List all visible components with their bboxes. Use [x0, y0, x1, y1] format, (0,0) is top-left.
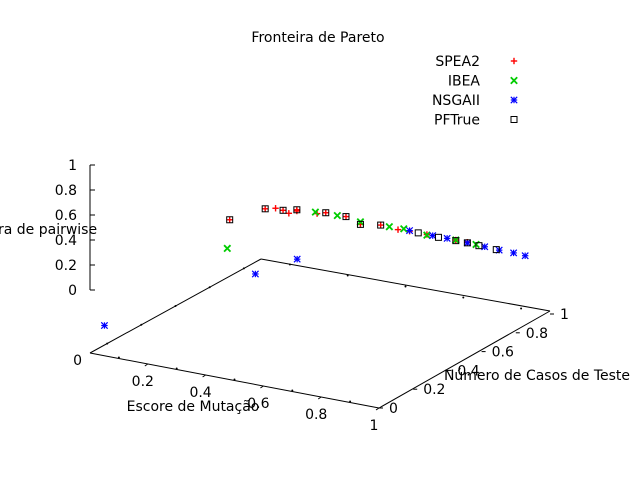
- data-points: [100, 205, 529, 330]
- legend-label: NSGAII: [432, 93, 480, 109]
- legend: SPEA2 IBEA NSGAII PFTrue: [432, 54, 518, 129]
- point-pftrue: [342, 213, 350, 221]
- x-axis-label: Escore de Mutação: [127, 399, 260, 415]
- legend-label: SPEA2: [435, 54, 480, 70]
- z-tick-label: 0.2: [55, 258, 77, 274]
- back-grid-dot: [520, 307, 523, 310]
- point-pftrue: [475, 242, 483, 250]
- front-grid-dot: [175, 367, 178, 370]
- point-nsgaii: [100, 321, 109, 330]
- point-spea2: [293, 207, 301, 215]
- point-nsgaii: [509, 249, 518, 257]
- point-pftrue: [356, 220, 364, 228]
- y-tick-label: 0.8: [526, 326, 548, 342]
- point-spea2: [342, 213, 350, 220]
- z-tick-label: 0: [68, 283, 77, 299]
- point-pftrue: [261, 205, 269, 213]
- point-nsgaii: [251, 270, 259, 278]
- point-ibea: [223, 244, 232, 253]
- origin-label: 0: [73, 353, 82, 369]
- point-spea2: [394, 226, 402, 233]
- front-grid-dot: [117, 356, 120, 359]
- legend-marker: [510, 96, 518, 104]
- back-grid-dot: [242, 267, 245, 270]
- point-pftrue: [492, 246, 500, 254]
- z-tick-label: 0.4: [55, 233, 77, 249]
- x-tick-label: 0.8: [305, 407, 327, 423]
- back-grid-dot: [174, 305, 177, 307]
- x-tick: [202, 374, 206, 378]
- legend-marker: [510, 76, 518, 85]
- point-spea2: [322, 209, 329, 216]
- legend-label: IBEA: [448, 74, 481, 90]
- x-tick: [144, 363, 149, 367]
- point-pftrue: [434, 233, 442, 241]
- x-tick-label: 0.6: [247, 396, 269, 412]
- z-tick-label: 0.8: [55, 183, 77, 199]
- back-grid-dot: [346, 274, 349, 277]
- legend-marker: [510, 57, 518, 65]
- front-grid-dot: [349, 400, 352, 403]
- point-pftrue: [414, 229, 422, 237]
- point-nsgaii: [481, 243, 489, 251]
- series-pftrue: [226, 205, 500, 254]
- point-pftrue: [226, 216, 234, 224]
- y-tick-label: 0.4: [457, 363, 479, 379]
- back-grid-dot: [288, 263, 291, 266]
- x-tick: [260, 385, 264, 389]
- point-pftrue: [452, 237, 460, 245]
- back-base-line-2: [260, 258, 551, 312]
- point-ibea: [333, 211, 342, 220]
- x-tick: [317, 396, 322, 400]
- point-pftrue: [463, 239, 471, 247]
- back-grid-dot: [106, 342, 109, 345]
- y-tick-label: 0: [389, 401, 398, 417]
- point-ibea: [399, 225, 408, 233]
- y-tick-label: 1: [560, 307, 569, 323]
- x-tick-label: 0.4: [189, 385, 211, 401]
- series-ibea: [223, 208, 480, 253]
- axis-ticks: 0.20.40.60.8100.20.40.60.8100.20.40.60.8…: [55, 158, 569, 434]
- point-nsgaii: [405, 226, 414, 235]
- front-grid-dot: [291, 389, 294, 392]
- x-tick-label: 0.2: [132, 374, 154, 390]
- point-spea2: [226, 216, 233, 223]
- point-ibea: [385, 222, 394, 231]
- y-axis-line: [378, 310, 551, 409]
- point-pftrue: [293, 206, 301, 214]
- legend-label: PFTrue: [434, 113, 480, 129]
- point-pftrue: [322, 209, 330, 217]
- chart-title: Fronteira de Pareto: [251, 30, 384, 46]
- point-spea2: [285, 210, 293, 217]
- back-grid-dot: [462, 296, 465, 299]
- z-tick-label: 0.6: [55, 208, 77, 224]
- y-tick-label: 0.2: [423, 382, 445, 398]
- point-nsgaii: [443, 234, 451, 242]
- x-tick: [375, 407, 380, 411]
- point-spea2: [279, 207, 287, 214]
- z-axis-label: ra de pairwise: [0, 222, 97, 238]
- z-tick-label: 1: [68, 158, 77, 174]
- point-ibea: [311, 208, 320, 216]
- legend-marker: [510, 116, 518, 123]
- back-grid-dot: [140, 323, 143, 326]
- series-spea2: [226, 205, 471, 246]
- point-nsgaii: [521, 252, 529, 260]
- x-tick-label: 1: [370, 418, 379, 434]
- y-tick-label: 0.6: [492, 345, 514, 361]
- back-grid-dot: [208, 286, 211, 289]
- point-spea2: [261, 205, 269, 212]
- back-grid-dot: [404, 285, 407, 288]
- y-axis-label: Número de Casos de Teste: [444, 368, 630, 384]
- point-pftrue: [279, 206, 287, 214]
- point-nsgaii: [463, 239, 471, 247]
- point-spea2: [272, 205, 279, 212]
- point-spea2: [377, 221, 384, 229]
- point-pftrue: [377, 221, 385, 229]
- point-nsgaii: [429, 231, 437, 240]
- point-nsgaii: [293, 255, 301, 263]
- front-grid-dot: [233, 378, 236, 381]
- point-ibea: [423, 231, 431, 239]
